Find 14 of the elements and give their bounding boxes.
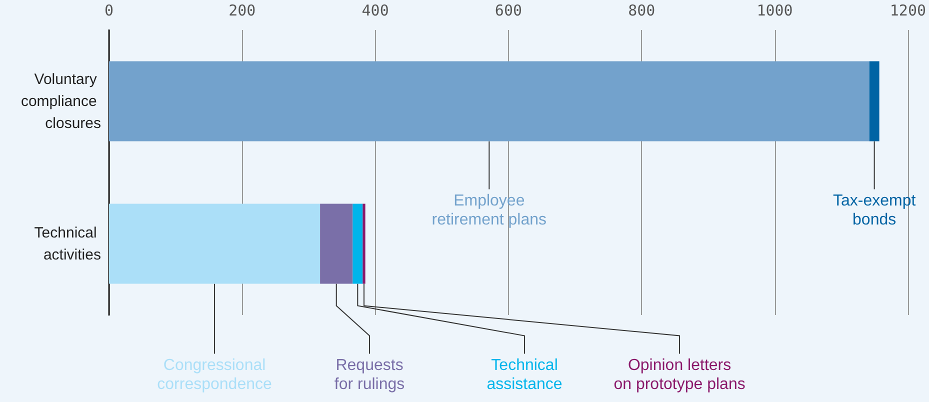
x-tick-label: 400 [362, 2, 389, 20]
y-tick-label: Technical activities [34, 224, 101, 264]
x-tick-label: 800 [628, 2, 656, 20]
x-tick-label: 1000 [756, 2, 793, 20]
x-tick-label: 0 [104, 2, 114, 20]
text: Opinion letters on prototype plans [614, 356, 746, 393]
text: Tax-exempt bonds [832, 192, 916, 228]
text: Requests for rulings [334, 356, 405, 393]
text: Technical assistance [486, 356, 562, 393]
x-tick-label: 200 [228, 2, 256, 20]
y-tick-label: Voluntary compliance closures [20, 70, 101, 132]
x-tick-label: 600 [494, 2, 522, 20]
text: Congressional correspondence [157, 356, 272, 393]
x-tick-label: 1200 [890, 2, 926, 20]
